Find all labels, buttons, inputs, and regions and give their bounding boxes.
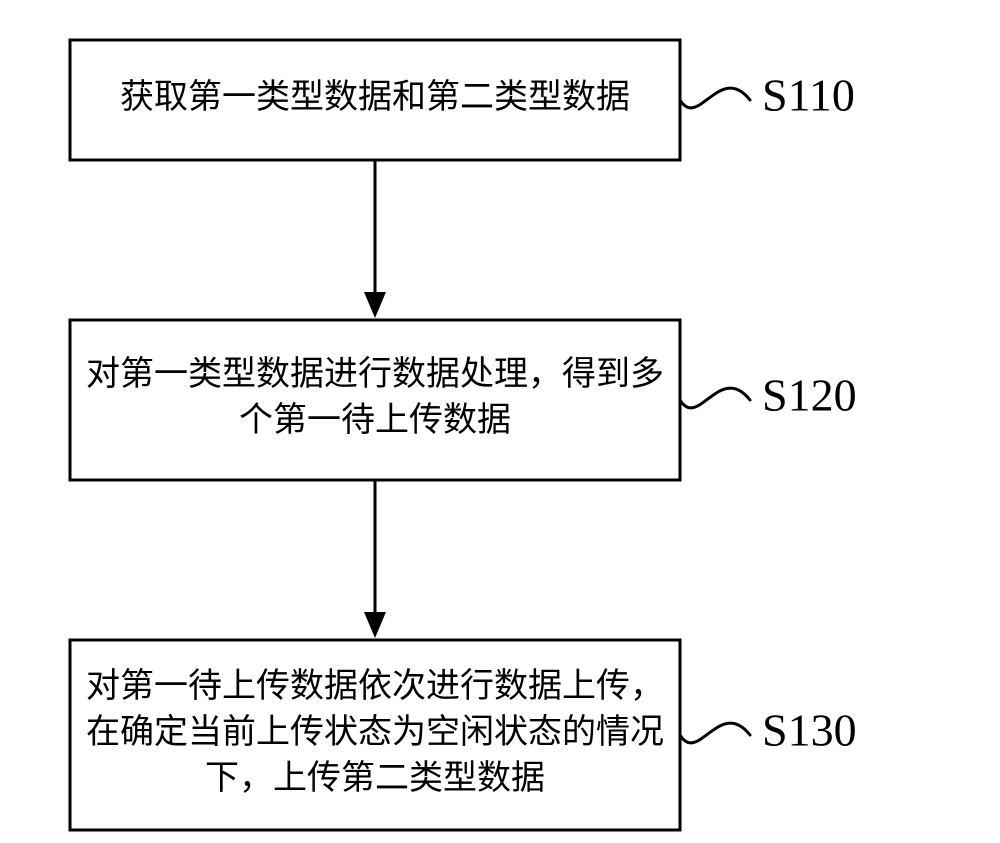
flow-arrow-s120-s130 bbox=[364, 480, 386, 638]
label-connector bbox=[680, 388, 750, 408]
step-text-line: 获取第一类型数据和第二类型数据 bbox=[120, 78, 630, 116]
step-text-line: 在确定当前上传状态为空闲状态的情况 bbox=[86, 713, 664, 751]
step-text-line: 下，上传第二类型数据 bbox=[205, 759, 545, 797]
flow-step-s120: 对第一类型数据进行数据处理，得到多个第一待上传数据 bbox=[70, 320, 680, 480]
flow-arrow-s110-s120 bbox=[364, 160, 386, 318]
step-label-s110: S110 bbox=[680, 70, 855, 121]
step-label-text: S110 bbox=[762, 70, 855, 121]
step-label-s130: S130 bbox=[680, 705, 857, 756]
step-box bbox=[70, 320, 680, 480]
step-text-line: 个第一待上传数据 bbox=[239, 401, 511, 439]
step-text-line: 对第一类型数据进行数据处理，得到多 bbox=[86, 355, 664, 393]
label-connector bbox=[680, 88, 750, 108]
arrow-head-icon bbox=[364, 292, 386, 318]
step-label-s120: S120 bbox=[680, 370, 857, 421]
step-label-text: S130 bbox=[762, 705, 857, 756]
arrow-head-icon bbox=[364, 612, 386, 638]
flow-step-s130: 对第一待上传数据依次进行数据上传， 在确定当前上传状态为空闲状态的情况下，上传第二… bbox=[70, 640, 680, 830]
step-text-line: 对第一待上传数据依次进行数据上传， bbox=[86, 667, 664, 705]
label-connector bbox=[680, 723, 750, 743]
step-label-text: S120 bbox=[762, 370, 857, 421]
flow-step-s110: 获取第一类型数据和第二类型数据 bbox=[70, 40, 680, 160]
